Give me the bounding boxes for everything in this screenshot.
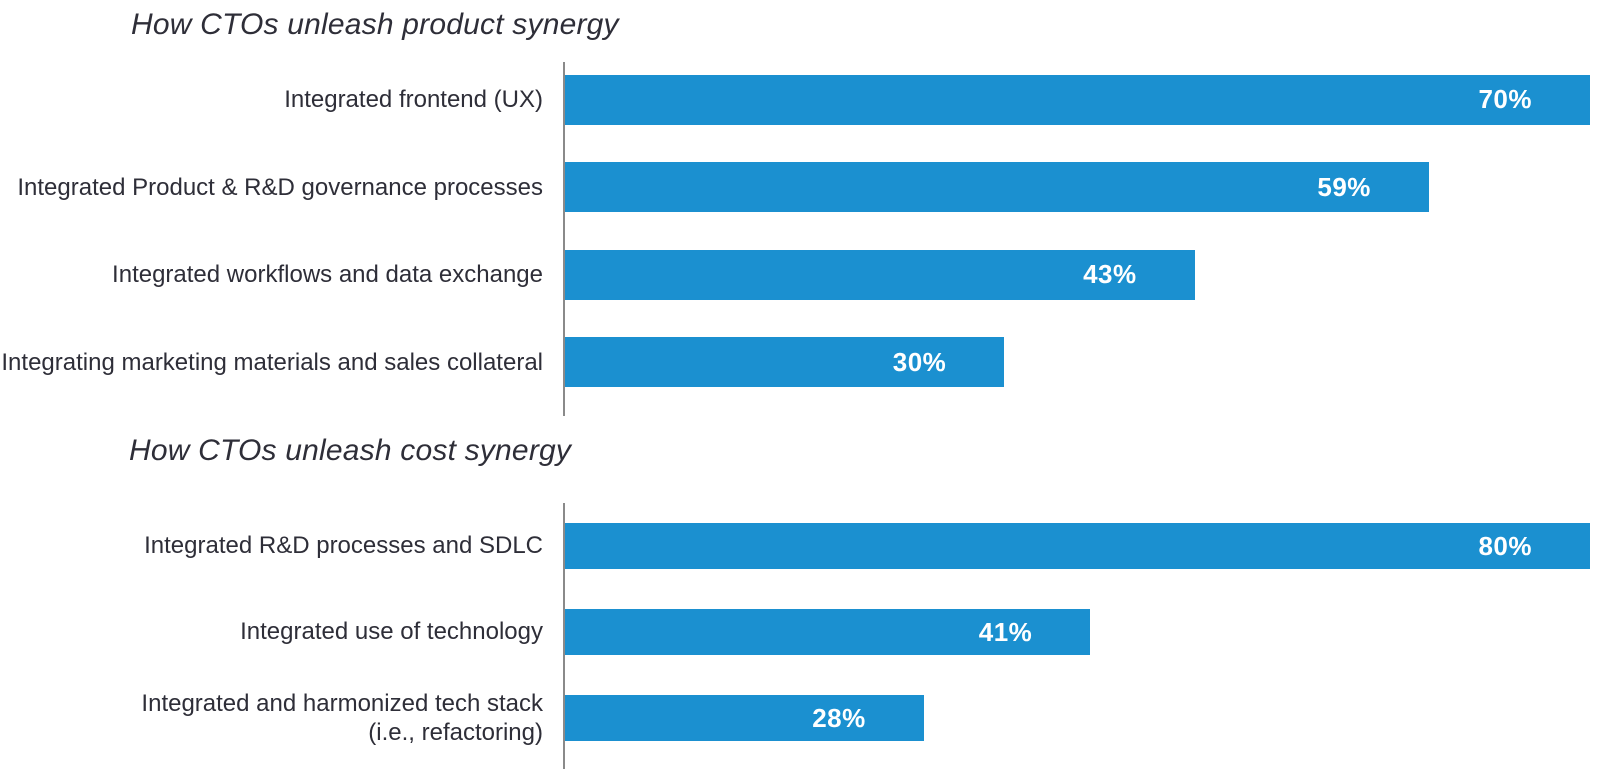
y-axis-line	[563, 62, 565, 416]
bar: 43%	[565, 249, 1195, 300]
bar-value-label: 28%	[812, 702, 866, 733]
bar-track: 41%	[565, 609, 1590, 655]
product-synergy-chart-title: How CTOs unleash product synergy	[131, 8, 619, 41]
bar: 41%	[565, 609, 1091, 655]
bar-track: 80%	[565, 523, 1590, 569]
bar-track: 28%	[565, 695, 1590, 741]
category-label: Integrated Product & R&D governance proc…	[17, 173, 543, 201]
chart-row: Integrating marketing materials and sale…	[0, 319, 1613, 407]
bar-value-label: 41%	[978, 616, 1033, 647]
category-label: Integrated use of technology	[240, 618, 543, 646]
bar: 59%	[565, 162, 1429, 213]
y-axis-line	[563, 503, 565, 769]
bar-rows: Integrated R&D processes and SDLC 80% Inte…	[0, 503, 1613, 761]
bar-rows: Integrated frontend (UX) 70% Integrated Pr…	[0, 56, 1613, 406]
bar-value-label: 80%	[1478, 530, 1532, 561]
bar-value-label: 43%	[1083, 259, 1137, 290]
bar: 80%	[565, 523, 1590, 569]
chart-row: Integrated frontend (UX) 70%	[0, 56, 1613, 144]
category-label: Integrated workflows and data exchange	[112, 261, 543, 289]
bar-value-label: 70%	[1478, 84, 1532, 115]
bar: 30%	[565, 337, 1005, 388]
bar: 70%	[565, 74, 1590, 125]
chart-row: Integrated use of technology 41%	[0, 589, 1613, 675]
category-label: Integrating marketing materials and sale…	[1, 348, 543, 376]
category-label: Integrated and harmonized tech stack (i.…	[141, 689, 543, 746]
category-label: Integrated frontend (UX)	[284, 86, 543, 114]
bar: 28%	[565, 695, 924, 741]
category-label: Integrated R&D processes and SDLC	[144, 532, 543, 560]
bar-track: 43%	[565, 249, 1590, 300]
chart-row: Integrated Product & R&D governance proc…	[0, 144, 1613, 232]
chart-row: Integrated and harmonized tech stack (i.…	[0, 675, 1613, 761]
bar-value-label: 30%	[892, 346, 947, 377]
chart-row: Integrated workflows and data exchange 43…	[0, 231, 1613, 319]
bar-value-label: 59%	[1317, 171, 1371, 202]
cost-synergy-chart: Integrated R&D processes and SDLC 80% Inte…	[0, 503, 1613, 769]
chart-row: Integrated R&D processes and SDLC 80%	[0, 503, 1613, 589]
bar-track: 59%	[565, 162, 1590, 213]
bar-track: 30%	[565, 337, 1590, 388]
product-synergy-chart: Integrated frontend (UX) 70% Integrated Pr…	[0, 56, 1613, 416]
cost-synergy-chart-title: How CTOs unleash cost synergy	[129, 434, 572, 467]
bar-track: 70%	[565, 74, 1590, 125]
